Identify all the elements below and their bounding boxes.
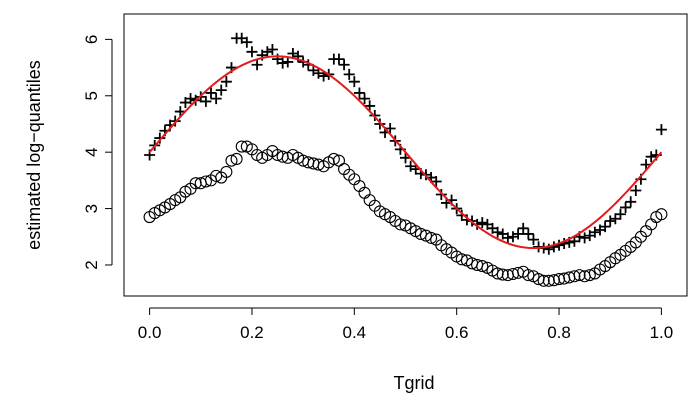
- data-point-circle: [655, 208, 668, 221]
- data-point-circle: [210, 169, 223, 182]
- data-point-plus: [620, 201, 632, 213]
- data-point-plus: [200, 95, 212, 107]
- data-point-plus: [353, 87, 365, 99]
- data-point-circle: [394, 218, 407, 231]
- data-point-circle: [220, 165, 233, 178]
- data-point-plus: [205, 87, 217, 99]
- plot-frame: [123, 13, 688, 297]
- data-point-circle: [537, 274, 550, 287]
- y-axis-title: estimated log−quantiles: [24, 60, 44, 250]
- data-point-plus: [241, 36, 253, 48]
- fitted-curve: [148, 55, 663, 250]
- data-point-plus: [430, 176, 442, 188]
- x-tick-label: 0.2: [240, 323, 264, 342]
- data-point-plus: [645, 151, 657, 163]
- data-point-circle: [230, 152, 243, 165]
- data-point-plus: [261, 46, 273, 58]
- x-axis: 0.0 0.2 0.4 0.6 0.8 1.0: [138, 307, 674, 342]
- data-point-circle: [455, 253, 468, 266]
- y-tick-label: 3: [82, 204, 101, 213]
- data-point-plus: [220, 76, 232, 88]
- data-point-circle: [568, 270, 581, 283]
- y-tick-label: 4: [82, 147, 101, 156]
- data-point-plus: [338, 59, 350, 71]
- x-tick-label: 0.6: [445, 323, 469, 342]
- data-point-circle: [225, 154, 238, 167]
- x-axis-title: Tgrid: [393, 373, 434, 393]
- data-point-plus: [517, 222, 529, 234]
- x-tick-label: 0.8: [547, 323, 571, 342]
- data-point-plus: [348, 76, 360, 88]
- data-point-plus: [630, 185, 642, 197]
- data-point-plus: [502, 232, 514, 244]
- data-point-circle: [327, 152, 340, 165]
- data-point-plus: [655, 124, 667, 136]
- data-point-plus: [589, 226, 601, 238]
- data-point-plus: [604, 215, 616, 227]
- data-point-plus: [435, 188, 447, 200]
- data-point-plus: [282, 56, 294, 68]
- data-point-plus: [527, 234, 539, 246]
- y-tick-label: 6: [82, 35, 101, 44]
- data-point-circle: [199, 175, 212, 188]
- data-point-plus: [251, 59, 263, 71]
- data-point-circle: [573, 269, 586, 282]
- data-point-plus: [579, 232, 591, 244]
- data-point-plus: [333, 53, 345, 65]
- data-point-plus: [266, 44, 278, 56]
- data-point-circle: [476, 260, 489, 273]
- data-point-circle: [583, 269, 596, 282]
- data-point-plus: [210, 93, 222, 105]
- data-point-circle: [414, 227, 427, 241]
- y-tick-label: 5: [82, 91, 101, 100]
- data-point-plus: [343, 68, 355, 80]
- curve-line: [148, 55, 663, 250]
- data-point-circle: [419, 229, 433, 242]
- data-point-plus: [476, 217, 488, 229]
- y-tick-label: 2: [82, 260, 101, 269]
- data-point-plus: [359, 93, 371, 105]
- data-point-plus: [614, 208, 626, 220]
- circle-series: [143, 140, 668, 287]
- data-point-plus: [522, 228, 534, 240]
- data-point-plus: [185, 93, 197, 105]
- data-point-plus: [625, 196, 637, 208]
- data-point-plus: [154, 132, 166, 144]
- x-tick-label: 1.0: [650, 323, 674, 342]
- data-point-plus: [507, 231, 519, 243]
- data-point-circle: [496, 268, 509, 281]
- data-point-plus: [512, 228, 524, 240]
- x-tick-label: 0.0: [138, 323, 162, 342]
- data-point-plus: [492, 226, 504, 238]
- data-point-plus: [215, 84, 227, 96]
- data-point-plus: [246, 46, 258, 58]
- y-axis: 2 3 4 5 6: [82, 35, 113, 270]
- data-point-circle: [522, 269, 535, 282]
- data-point-circle: [425, 231, 438, 244]
- x-tick-label: 0.4: [342, 323, 366, 342]
- data-point-plus: [277, 57, 289, 69]
- data-point-plus: [599, 221, 611, 233]
- data-point-plus: [364, 100, 376, 112]
